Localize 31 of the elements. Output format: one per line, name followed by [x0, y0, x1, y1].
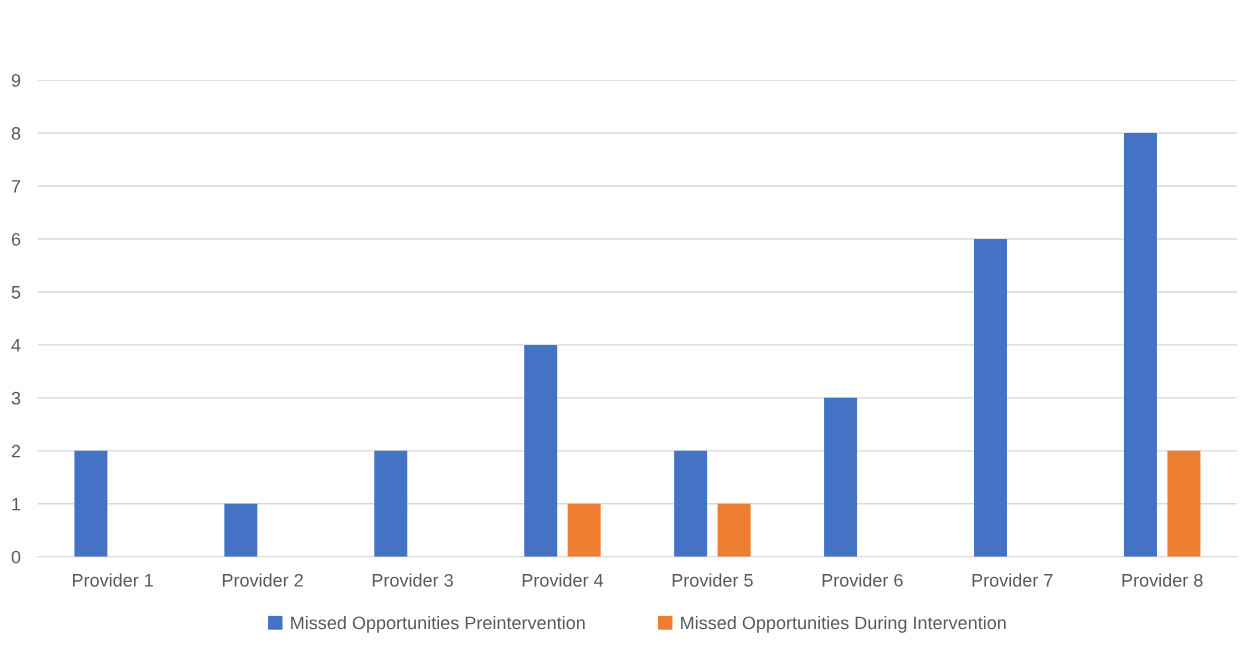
y-tick-label: 6: [11, 232, 21, 246]
legend-label: Missed Opportunities During Intervention: [681, 615, 1006, 633]
y-tick-label: 2: [11, 444, 21, 458]
bar: [974, 238, 1008, 557]
legend-label: Missed Opportunities Preintervention: [291, 615, 585, 633]
x-tick-label: Provider 2: [222, 573, 303, 587]
y-tick-label: 9: [11, 74, 21, 87]
bar: [74, 450, 108, 557]
x-tick-label: Provider 6: [822, 573, 903, 587]
bar: [717, 503, 751, 557]
y-tick-label: 7: [11, 180, 21, 193]
x-tick-label: Provider 8: [1122, 573, 1203, 587]
bar: [374, 450, 408, 557]
x-tick-label: Provider 4: [522, 573, 604, 587]
y-tick-label: 1: [12, 497, 21, 511]
y-tick-label: 4: [11, 339, 21, 352]
x-tick-label: Provider 1: [72, 573, 153, 587]
y-tick-label: 8: [11, 127, 21, 140]
bar: [567, 503, 601, 557]
bar: [824, 397, 858, 557]
y-tick-label: 0: [11, 550, 21, 564]
x-tick-label: Provider 5: [672, 573, 753, 587]
bar: [524, 344, 558, 557]
x-tick-label: Provider 7: [972, 573, 1053, 587]
bar: [1167, 450, 1201, 557]
y-tick-label: 3: [11, 391, 21, 405]
bar: [224, 503, 258, 557]
x-tick-label: Provider 3: [372, 573, 453, 587]
y-tick-label: 5: [11, 286, 21, 299]
bar: [1123, 133, 1157, 557]
bar: [674, 450, 708, 557]
